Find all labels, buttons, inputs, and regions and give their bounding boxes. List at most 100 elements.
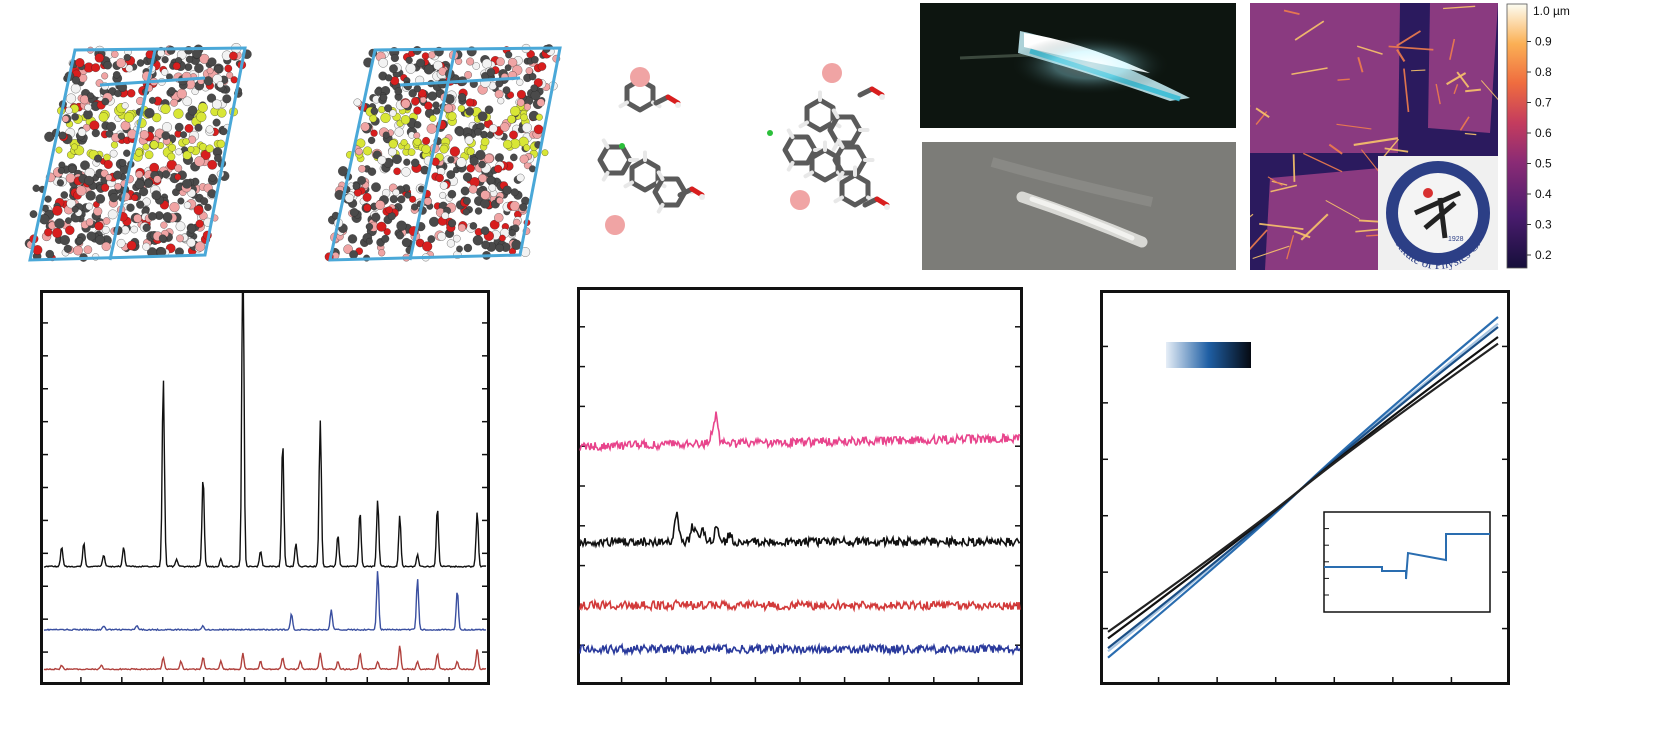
atom [142,242,151,251]
atom [503,139,513,149]
hydrogen-bond [623,180,635,189]
xrd-series-line [43,290,487,569]
atom [70,83,81,94]
atom [411,158,420,167]
unit-cell-frame [28,46,247,262]
atom [474,128,482,136]
atom [419,96,427,104]
atom [207,159,218,170]
atom [363,203,372,212]
atom [505,51,513,59]
atom-cluster [24,43,252,262]
atom [180,131,188,139]
atom [126,203,135,212]
atom [472,62,480,70]
colorbar-tick-label: 0.8 [1535,65,1552,79]
atom [152,113,162,123]
inset-trace [1324,533,1490,580]
atom [66,93,77,104]
atom [56,179,64,187]
atom [186,238,196,248]
aromatic-ring [809,147,841,183]
atom [423,64,434,75]
atom [367,167,377,176]
atom [206,93,217,103]
atom [139,187,149,197]
hydrogen-bond [831,140,840,152]
aromatic-ring [839,172,871,208]
molecule-skeleton [767,63,890,210]
atom [363,146,373,156]
atom [370,107,379,115]
atom [93,206,103,216]
atom [427,91,438,101]
atom [174,122,184,132]
atom [378,106,386,114]
atom [541,149,549,157]
atom [447,156,455,164]
hydrogen-bond [618,100,630,109]
atom [101,183,110,192]
atom [44,195,52,203]
atom [531,55,539,64]
atom [397,195,406,204]
flake-region [1265,168,1385,270]
atom [378,249,386,257]
atom [194,156,205,167]
atom [121,102,129,110]
atom [71,113,79,121]
atom [457,93,467,102]
atom [101,241,111,251]
atom-cluster [324,43,561,262]
raman-series-line [579,411,1021,453]
afm-colorbar: 1.0 µm 0.9 0.8 0.7 0.6 0.5 0.4 0.3 0.2 [1505,3,1575,270]
atom [520,113,528,122]
crystal-structure-image-2 [324,43,562,262]
atom [187,146,195,153]
atom [392,154,402,165]
atom [380,112,391,123]
atom [86,231,96,241]
atom [496,57,505,67]
atom [404,191,412,199]
potassium-ion [790,190,810,210]
atom [174,164,183,173]
atom [396,220,407,231]
atom [413,137,422,146]
atom [222,94,232,104]
atom [182,178,192,189]
atom [65,225,75,235]
atom [466,164,475,173]
atom [116,238,126,248]
atom [435,173,444,183]
atom [383,228,391,236]
atom [385,206,393,214]
atom [184,124,194,133]
atom [71,143,78,151]
atom [456,245,463,253]
atom [192,48,202,59]
atom [110,141,119,149]
atom [480,137,490,147]
atom [480,226,490,235]
atom [413,132,421,139]
atom [54,218,65,229]
atom [516,173,525,182]
atom [447,189,457,199]
raman-series-line [579,598,1021,613]
atom [349,208,359,217]
atom [489,219,500,230]
atom [441,211,449,220]
afm-map-panel: 1928 Institute of Physics CAS [1250,3,1498,270]
atom [423,197,432,206]
atom [55,146,63,154]
atom [403,158,411,166]
atom [59,235,70,246]
atom [194,123,203,132]
atom [195,219,204,228]
atom [421,144,431,154]
atom [439,144,449,154]
atom [149,162,160,173]
atom [173,108,184,119]
